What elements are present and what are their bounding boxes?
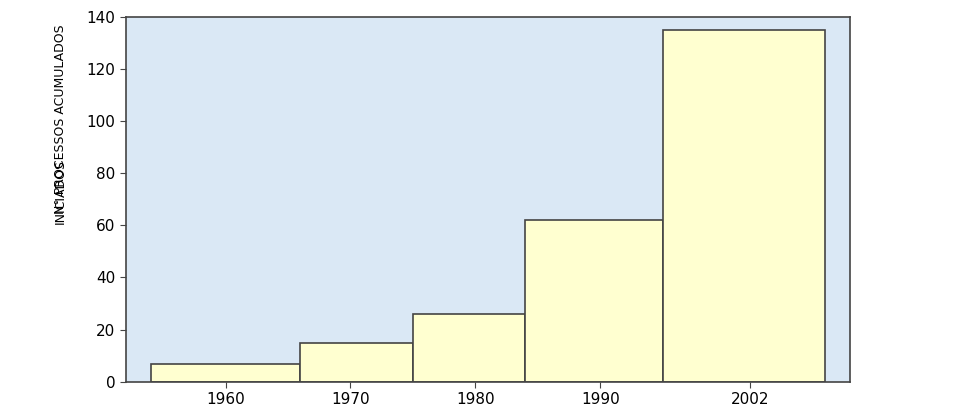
Text: N° PROCESSOS ACUMULADOS: N° PROCESSOS ACUMULADOS xyxy=(54,24,67,214)
Bar xyxy=(151,364,300,382)
Bar xyxy=(663,29,825,382)
Text: INICIADOS: INICIADOS xyxy=(54,159,67,225)
Bar xyxy=(300,343,412,382)
Bar xyxy=(412,314,526,382)
Bar xyxy=(526,220,663,382)
